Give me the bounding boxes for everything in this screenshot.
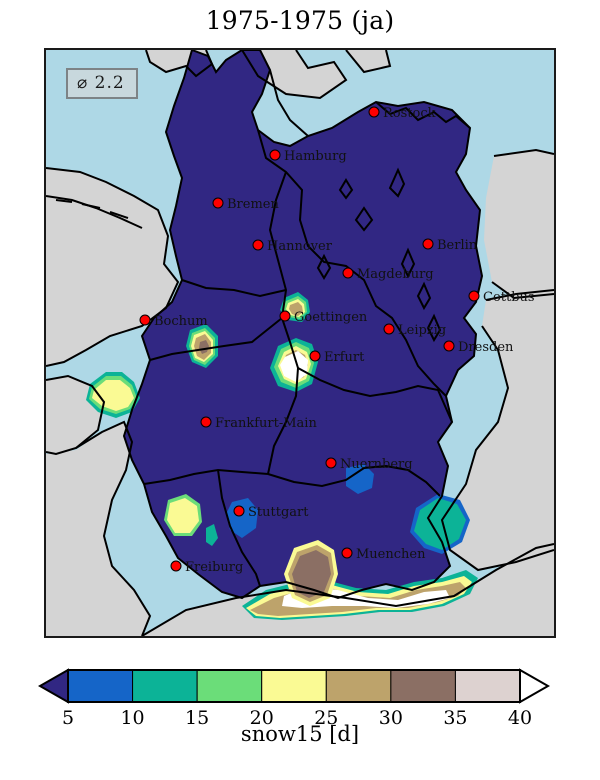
- cities-layer: Rostock Hamburg Bremen Hannover BerlinMagdeb…: [139, 106, 535, 575]
- city-dot[interactable]: [341, 547, 353, 559]
- patch-harz: [270, 338, 318, 392]
- colorbar-band[interactable]: [454, 669, 521, 703]
- city-dot[interactable]: [309, 350, 321, 362]
- patch-frankenwald: [346, 464, 374, 494]
- city-dot[interactable]: [139, 314, 151, 326]
- colorbar-band[interactable]: [67, 669, 134, 703]
- mean-value-badge: ⌀ 2.2: [66, 68, 138, 99]
- city-marker[interactable]: Stuttgart: [233, 505, 309, 520]
- colorbar-svg: 5 10 15 20 25 30 35 40: [37, 668, 551, 729]
- colorbar-band[interactable]: [390, 669, 456, 703]
- city-marker[interactable]: Erfurt: [309, 350, 365, 365]
- colorbar-tick: 15: [185, 707, 209, 729]
- city-label: Hannover: [267, 239, 333, 254]
- city-marker[interactable]: Cottbus: [468, 290, 535, 305]
- city-label: Muenchen: [356, 547, 426, 562]
- colorbar-tick: 40: [508, 707, 532, 729]
- colorbar[interactable]: 5 10 15 20 25 30 35 40: [0, 660, 600, 780]
- city-label: Erfurt: [324, 350, 365, 365]
- city-label: Hamburg: [284, 149, 347, 164]
- city-label: Rostock: [383, 106, 436, 121]
- patch-albvorland: [226, 498, 258, 538]
- city-label: Nuernberg: [340, 457, 413, 472]
- city-dot[interactable]: [368, 106, 380, 118]
- colorbar-tick: 30: [379, 707, 403, 729]
- city-dot[interactable]: [325, 457, 337, 469]
- colorbar-band[interactable]: [325, 669, 392, 703]
- colorbar-tick: 25: [314, 707, 338, 729]
- city-label: Magdeburg: [357, 267, 434, 282]
- city-label: Cottbus: [483, 290, 535, 305]
- city-marker[interactable]: Bremen: [212, 197, 279, 212]
- city-dot[interactable]: [252, 239, 264, 251]
- city-label: Bochum: [154, 314, 208, 329]
- city-label: Dresden: [458, 340, 514, 355]
- colorbar-band[interactable]: [196, 669, 263, 703]
- city-marker[interactable]: Leipzig: [383, 323, 446, 338]
- city-dot[interactable]: [200, 416, 212, 428]
- city-dot[interactable]: [422, 238, 434, 250]
- city-label: Freiburg: [185, 560, 243, 575]
- city-label: Berlin: [437, 238, 478, 253]
- colorbar-over-arrow[interactable]: [519, 668, 551, 704]
- colorbar-axis-label: snow15 [d]: [240, 722, 360, 746]
- city-dot[interactable]: [342, 267, 354, 279]
- city-label: Leipzig: [398, 323, 446, 338]
- map-svg: Rostock Hamburg Bremen Hannover BerlinMagdeb…: [46, 50, 554, 636]
- colorbar-tick-labels: 5 10 15 20 25 30 35 40: [62, 707, 532, 729]
- city-dot[interactable]: [233, 505, 245, 517]
- patch-sauerland: [186, 324, 218, 368]
- germany-snowdays-layer: [86, 50, 482, 620]
- city-label: Frankfurt-Main: [215, 416, 317, 431]
- city-dot[interactable]: [468, 290, 480, 302]
- patch-schwarzwald: [164, 494, 202, 536]
- colorbar-tick: 10: [120, 707, 144, 729]
- colorbar-band[interactable]: [261, 669, 327, 703]
- city-marker[interactable]: Berlin: [422, 238, 478, 253]
- mean-symbol: ⌀: [77, 73, 89, 93]
- city-marker[interactable]: Hannover: [252, 239, 333, 254]
- map-canvas[interactable]: Rostock Hamburg Bremen Hannover Berlin Magdeb…: [44, 48, 556, 638]
- city-label: Bremen: [227, 197, 279, 212]
- page-title: 1975-1975 (ja): [205, 6, 395, 35]
- city-marker[interactable]: Goettingen: [279, 310, 368, 325]
- city-dot[interactable]: [443, 340, 455, 352]
- city-dot[interactable]: [212, 197, 224, 209]
- city-dot[interactable]: [170, 560, 182, 572]
- city-marker[interactable]: Muenchen: [341, 547, 426, 562]
- city-label: Goettingen: [294, 310, 368, 325]
- city-dot[interactable]: [269, 149, 281, 161]
- colorbar-bands[interactable]: [37, 668, 551, 704]
- colorbar-under-arrow[interactable]: [37, 668, 69, 704]
- city-marker[interactable]: Frankfurt-Main: [200, 416, 317, 431]
- colorbar-tick: 35: [443, 707, 467, 729]
- city-label: Stuttgart: [248, 505, 309, 520]
- city-marker[interactable]: Bochum: [139, 314, 208, 329]
- germany-base-fill: [124, 50, 482, 598]
- city-marker[interactable]: Rostock: [368, 106, 436, 121]
- colorbar-tick: 5: [62, 707, 74, 729]
- colorbar-band[interactable]: [132, 669, 198, 703]
- city-marker[interactable]: Hamburg: [269, 149, 347, 164]
- city-marker[interactable]: Dresden: [443, 340, 514, 355]
- city-dot[interactable]: [279, 310, 291, 322]
- borders-layer: [46, 50, 554, 636]
- patch-bavarian-forest: [410, 494, 470, 554]
- patch-freiburg-strip: [206, 524, 218, 546]
- city-marker[interactable]: Nuernberg: [325, 457, 413, 472]
- city-marker[interactable]: Freiburg: [170, 560, 243, 575]
- city-marker[interactable]: Magdeburg: [342, 267, 434, 282]
- mean-value: 2.2: [94, 73, 125, 93]
- city-dot[interactable]: [383, 323, 395, 335]
- colorbar-tick: 20: [250, 707, 274, 729]
- patch-eifel: [86, 372, 140, 418]
